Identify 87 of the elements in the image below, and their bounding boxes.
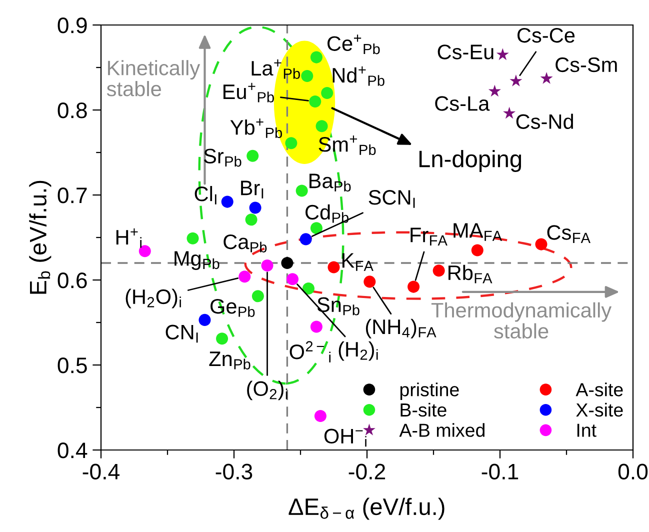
point xyxy=(408,280,420,293)
point xyxy=(310,222,322,234)
annotation: K$_{FA}$ xyxy=(342,253,374,271)
y-axis-title: E$_{b}$ (eV/f.u.) xyxy=(29,180,52,294)
point xyxy=(364,276,376,288)
annotation: Cl$_{I}$ xyxy=(194,186,216,204)
x-tick-label: -0.3 xyxy=(216,464,252,480)
point xyxy=(198,314,211,326)
y-tick-label: 0.4 xyxy=(58,442,88,458)
annotation: (H$_{2}$O)$_{i}$ xyxy=(126,288,181,308)
point xyxy=(216,332,228,345)
point xyxy=(252,290,264,302)
point xyxy=(286,273,299,286)
annotation: Cs-Nd xyxy=(516,114,573,129)
annotation: Zn$_{Pb}$ xyxy=(209,352,250,370)
point xyxy=(261,260,274,272)
point xyxy=(238,270,251,283)
point xyxy=(310,320,322,333)
point xyxy=(138,245,151,258)
point xyxy=(503,106,516,119)
point xyxy=(246,150,259,162)
annotation: Sr$_{Pb}$ xyxy=(204,148,242,167)
legend-label: Int xyxy=(577,424,596,437)
legend-label: A-site xyxy=(576,382,623,396)
point xyxy=(249,202,262,214)
annotation: Cs$_{FA}$ xyxy=(547,225,590,243)
point xyxy=(328,261,340,274)
annotation: Fr$_{FA}$ xyxy=(410,228,448,246)
point xyxy=(471,244,484,256)
y-tick-label: 0.7 xyxy=(58,188,87,204)
point xyxy=(432,264,445,277)
annotation: Ca$_{Pb}$ xyxy=(224,234,267,252)
legend-label: B-site xyxy=(400,402,446,417)
annotation: (O$_{2}$)$_{i}$ xyxy=(247,380,288,400)
annotation: OH$^{−}$$_{i}$ xyxy=(324,428,366,447)
point xyxy=(221,196,234,208)
point xyxy=(510,74,522,86)
legend-label: A-B mixed xyxy=(399,423,484,437)
annotation: CN$_{I}$ xyxy=(166,324,198,343)
point xyxy=(245,214,258,226)
y-tick-label: 0.6 xyxy=(58,272,87,288)
point xyxy=(309,95,322,108)
point xyxy=(281,256,294,270)
legend-label: X-site xyxy=(576,402,623,417)
annotation: Eu$^{+}$$_{Pb}$ xyxy=(224,82,274,102)
annotation: Rb$_{FA}$ xyxy=(448,264,492,284)
annotation: Kinetically stable xyxy=(106,60,200,96)
annotation: MA$_{FA}$ xyxy=(454,223,502,241)
point xyxy=(310,51,322,64)
annotation: O$^{2−}$$_{i}$ xyxy=(290,341,330,362)
x-tick-label: -0.4 xyxy=(82,464,120,480)
annotation: Cs-Ce xyxy=(518,28,575,43)
x-axis-title: ΔE$_{δ−α}$ (eV/f.u.) xyxy=(288,498,444,520)
point xyxy=(496,48,509,60)
point xyxy=(285,137,298,150)
point xyxy=(302,282,314,295)
point xyxy=(535,238,548,250)
point xyxy=(300,233,312,246)
annotation: La$^{+}$$_{Pb}$ xyxy=(252,59,300,79)
x-tick-label: -0.1 xyxy=(482,464,518,480)
annotation: Ba$_{Pb}$ xyxy=(310,174,351,192)
y-tick-label: 0.5 xyxy=(58,358,87,374)
annotation: (NH$_{4}$)$_{FA}$ xyxy=(366,318,436,338)
point xyxy=(301,70,314,82)
annotation: Cs-Sm xyxy=(556,57,617,72)
y-tick-label: 0.9 xyxy=(58,18,87,34)
legend-label: pristine xyxy=(400,382,459,400)
point xyxy=(314,410,326,422)
point xyxy=(540,72,553,84)
annotation: H$^{+}$$_{i}$ xyxy=(116,228,142,248)
point xyxy=(488,84,501,97)
y-tick-label: 0.8 xyxy=(58,102,87,118)
annotation: Br$_{I}$ xyxy=(241,180,264,198)
annotation: Mg$_{Pb}$ xyxy=(174,251,220,270)
point xyxy=(296,184,308,197)
annotation: Nd$^{+}$$_{Pb}$ xyxy=(332,66,384,86)
annotation: Cs-La xyxy=(435,96,490,111)
annotation: SCN$_{I}$ xyxy=(368,190,415,208)
annotation: Ce$^{+}$$_{Pb}$ xyxy=(328,34,380,54)
annotation: Ln-doping xyxy=(419,150,522,172)
annotation: Cs-Eu xyxy=(438,44,494,60)
point xyxy=(321,86,334,100)
point xyxy=(186,232,199,244)
x-tick-label: 0.0 xyxy=(618,464,648,480)
x-tick-label: -0.2 xyxy=(348,464,386,480)
point xyxy=(316,120,328,132)
annotation: (H$_{2}$)$_{i}$ xyxy=(338,341,378,361)
